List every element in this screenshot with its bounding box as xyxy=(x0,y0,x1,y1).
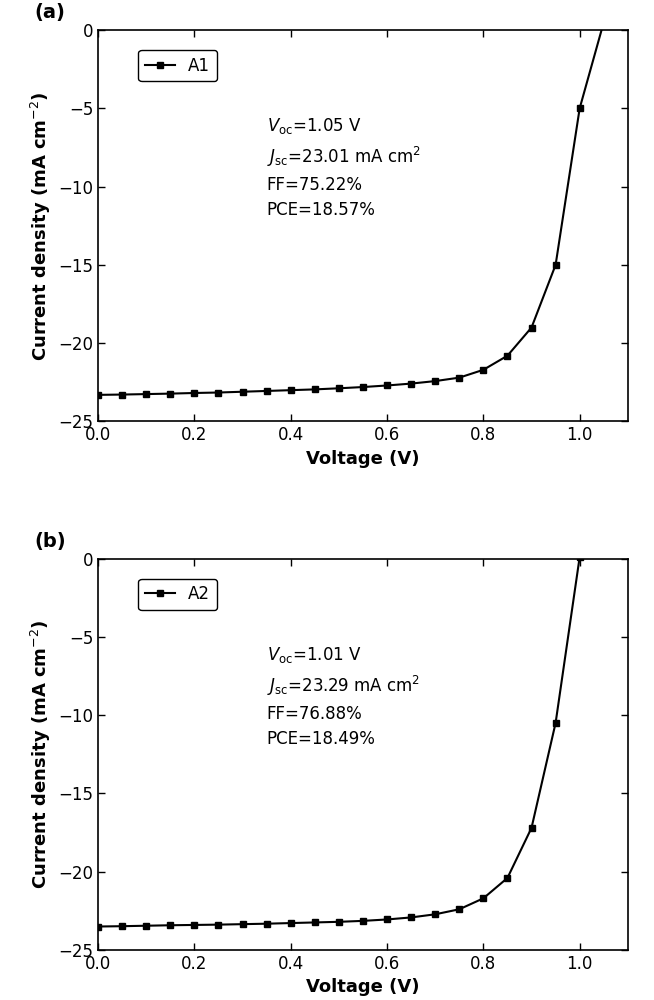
A1 xyxy=(263,385,271,397)
Legend: A2: A2 xyxy=(138,579,217,610)
Legend: A1: A1 xyxy=(138,50,217,81)
A1 xyxy=(528,322,536,334)
Text: $\mathit{V}_\mathregular{oc}$=1.05 V
$\mathit{J}_\mathregular{sc}$=23.01 mA cm$^: $\mathit{V}_\mathregular{oc}$=1.05 V $\m… xyxy=(267,116,421,219)
A2 xyxy=(287,917,295,929)
A1 xyxy=(576,102,583,114)
A2 xyxy=(383,913,391,925)
A1 xyxy=(504,350,511,362)
X-axis label: Voltage (V): Voltage (V) xyxy=(306,978,420,996)
A2 xyxy=(528,822,536,834)
Text: $\mathit{V}_\mathregular{oc}$=1.01 V
$\mathit{J}_\mathregular{sc}$=23.29 mA cm$^: $\mathit{V}_\mathregular{oc}$=1.01 V $\m… xyxy=(267,645,420,748)
Y-axis label: Current density (mA cm$^{-2}$): Current density (mA cm$^{-2}$) xyxy=(29,91,53,361)
A1 xyxy=(143,388,150,400)
Line: A1: A1 xyxy=(95,19,607,398)
A2 xyxy=(455,903,463,915)
A1 xyxy=(407,378,415,390)
A1 xyxy=(479,364,487,376)
A1 xyxy=(94,389,102,401)
A2 xyxy=(215,919,222,931)
Y-axis label: Current density (mA cm$^{-2}$): Current density (mA cm$^{-2}$) xyxy=(29,619,53,889)
A2 xyxy=(600,396,608,408)
A2 xyxy=(143,920,150,932)
A2 xyxy=(407,911,415,923)
A2 xyxy=(263,918,271,930)
A2 xyxy=(335,916,343,928)
A1 xyxy=(215,387,222,399)
A2 xyxy=(239,918,247,930)
A1 xyxy=(118,389,126,401)
A2 xyxy=(94,921,102,933)
A2 xyxy=(504,872,511,884)
A1 xyxy=(311,383,318,395)
A1 xyxy=(383,379,391,391)
A1 xyxy=(335,382,343,394)
A2 xyxy=(479,892,487,904)
A2 xyxy=(552,717,560,729)
Text: (a): (a) xyxy=(35,3,65,22)
A2 xyxy=(359,915,367,927)
A2 xyxy=(118,920,126,932)
A1 xyxy=(600,16,608,28)
A1 xyxy=(287,384,295,396)
A2 xyxy=(166,919,174,931)
A1 xyxy=(239,386,247,398)
Line: A2: A2 xyxy=(95,398,607,930)
A1 xyxy=(190,387,198,399)
A2 xyxy=(311,916,318,928)
A2 xyxy=(431,908,439,920)
A1 xyxy=(431,375,439,387)
A1 xyxy=(359,381,367,393)
X-axis label: Voltage (V): Voltage (V) xyxy=(306,450,420,468)
A1 xyxy=(166,388,174,400)
A2 xyxy=(576,551,583,563)
A1 xyxy=(455,372,463,384)
A2 xyxy=(190,919,198,931)
A1 xyxy=(552,259,560,271)
Text: (b): (b) xyxy=(35,532,66,551)
